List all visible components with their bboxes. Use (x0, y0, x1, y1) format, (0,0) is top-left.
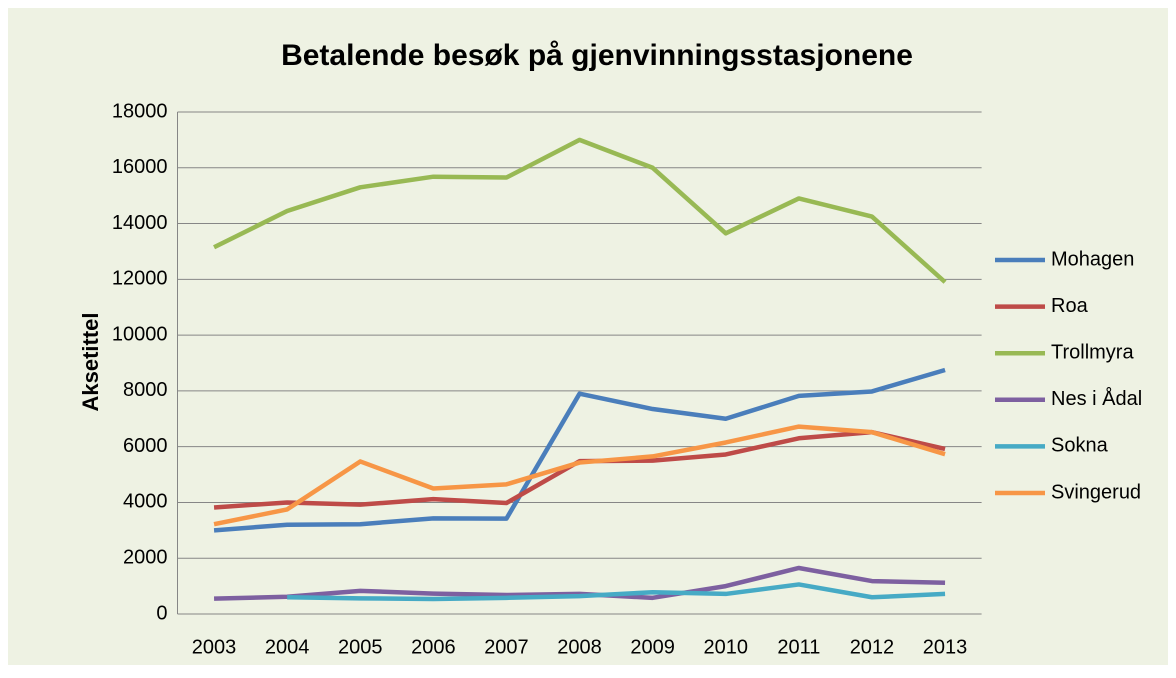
chart-title: Betalende besøk på gjenvinningsstasjonen… (281, 39, 913, 72)
legend-label: Nes i Ådal (1051, 387, 1142, 410)
legend-label: Trollmyra (1051, 341, 1134, 363)
y-tick-label: 4000 (123, 491, 168, 513)
x-tick-label: 2003 (192, 636, 237, 658)
x-tick-label: 2010 (704, 636, 749, 658)
y-tick-label: 10000 (112, 323, 168, 345)
x-tick-label: 2008 (557, 636, 602, 658)
x-tick-label: 2005 (338, 636, 383, 658)
y-axis-title: Aksetittel (78, 312, 103, 411)
series-line (213, 424, 946, 527)
x-tick-label: 2012 (850, 636, 895, 658)
chart-background (8, 8, 1168, 665)
y-tick-label: 14000 (112, 212, 168, 234)
y-tick-label: 2000 (123, 547, 168, 569)
x-tick-label: 2011 (777, 636, 820, 658)
x-tick-label: 2006 (411, 636, 456, 658)
y-tick-label: 18000 (112, 100, 168, 122)
series-line (287, 582, 946, 602)
legend-label: Roa (1051, 295, 1089, 317)
y-tick-label: 16000 (112, 156, 168, 178)
y-tick-label: 6000 (123, 435, 168, 457)
legend-label: Mohagen (1051, 248, 1134, 270)
y-tick-label: 8000 (123, 379, 168, 401)
x-tick-label: 2007 (484, 636, 529, 658)
x-tick-label: 2013 (923, 636, 968, 658)
series-line (213, 367, 946, 533)
y-tick-label: 0 (156, 602, 167, 624)
series-line (213, 137, 947, 284)
x-tick-label: 2009 (630, 636, 675, 658)
legend-label: Svingerud (1051, 481, 1141, 503)
y-tick-label: 12000 (112, 268, 168, 290)
x-tick-label: 2004 (265, 636, 310, 658)
legend-label: Sokna (1051, 435, 1109, 457)
